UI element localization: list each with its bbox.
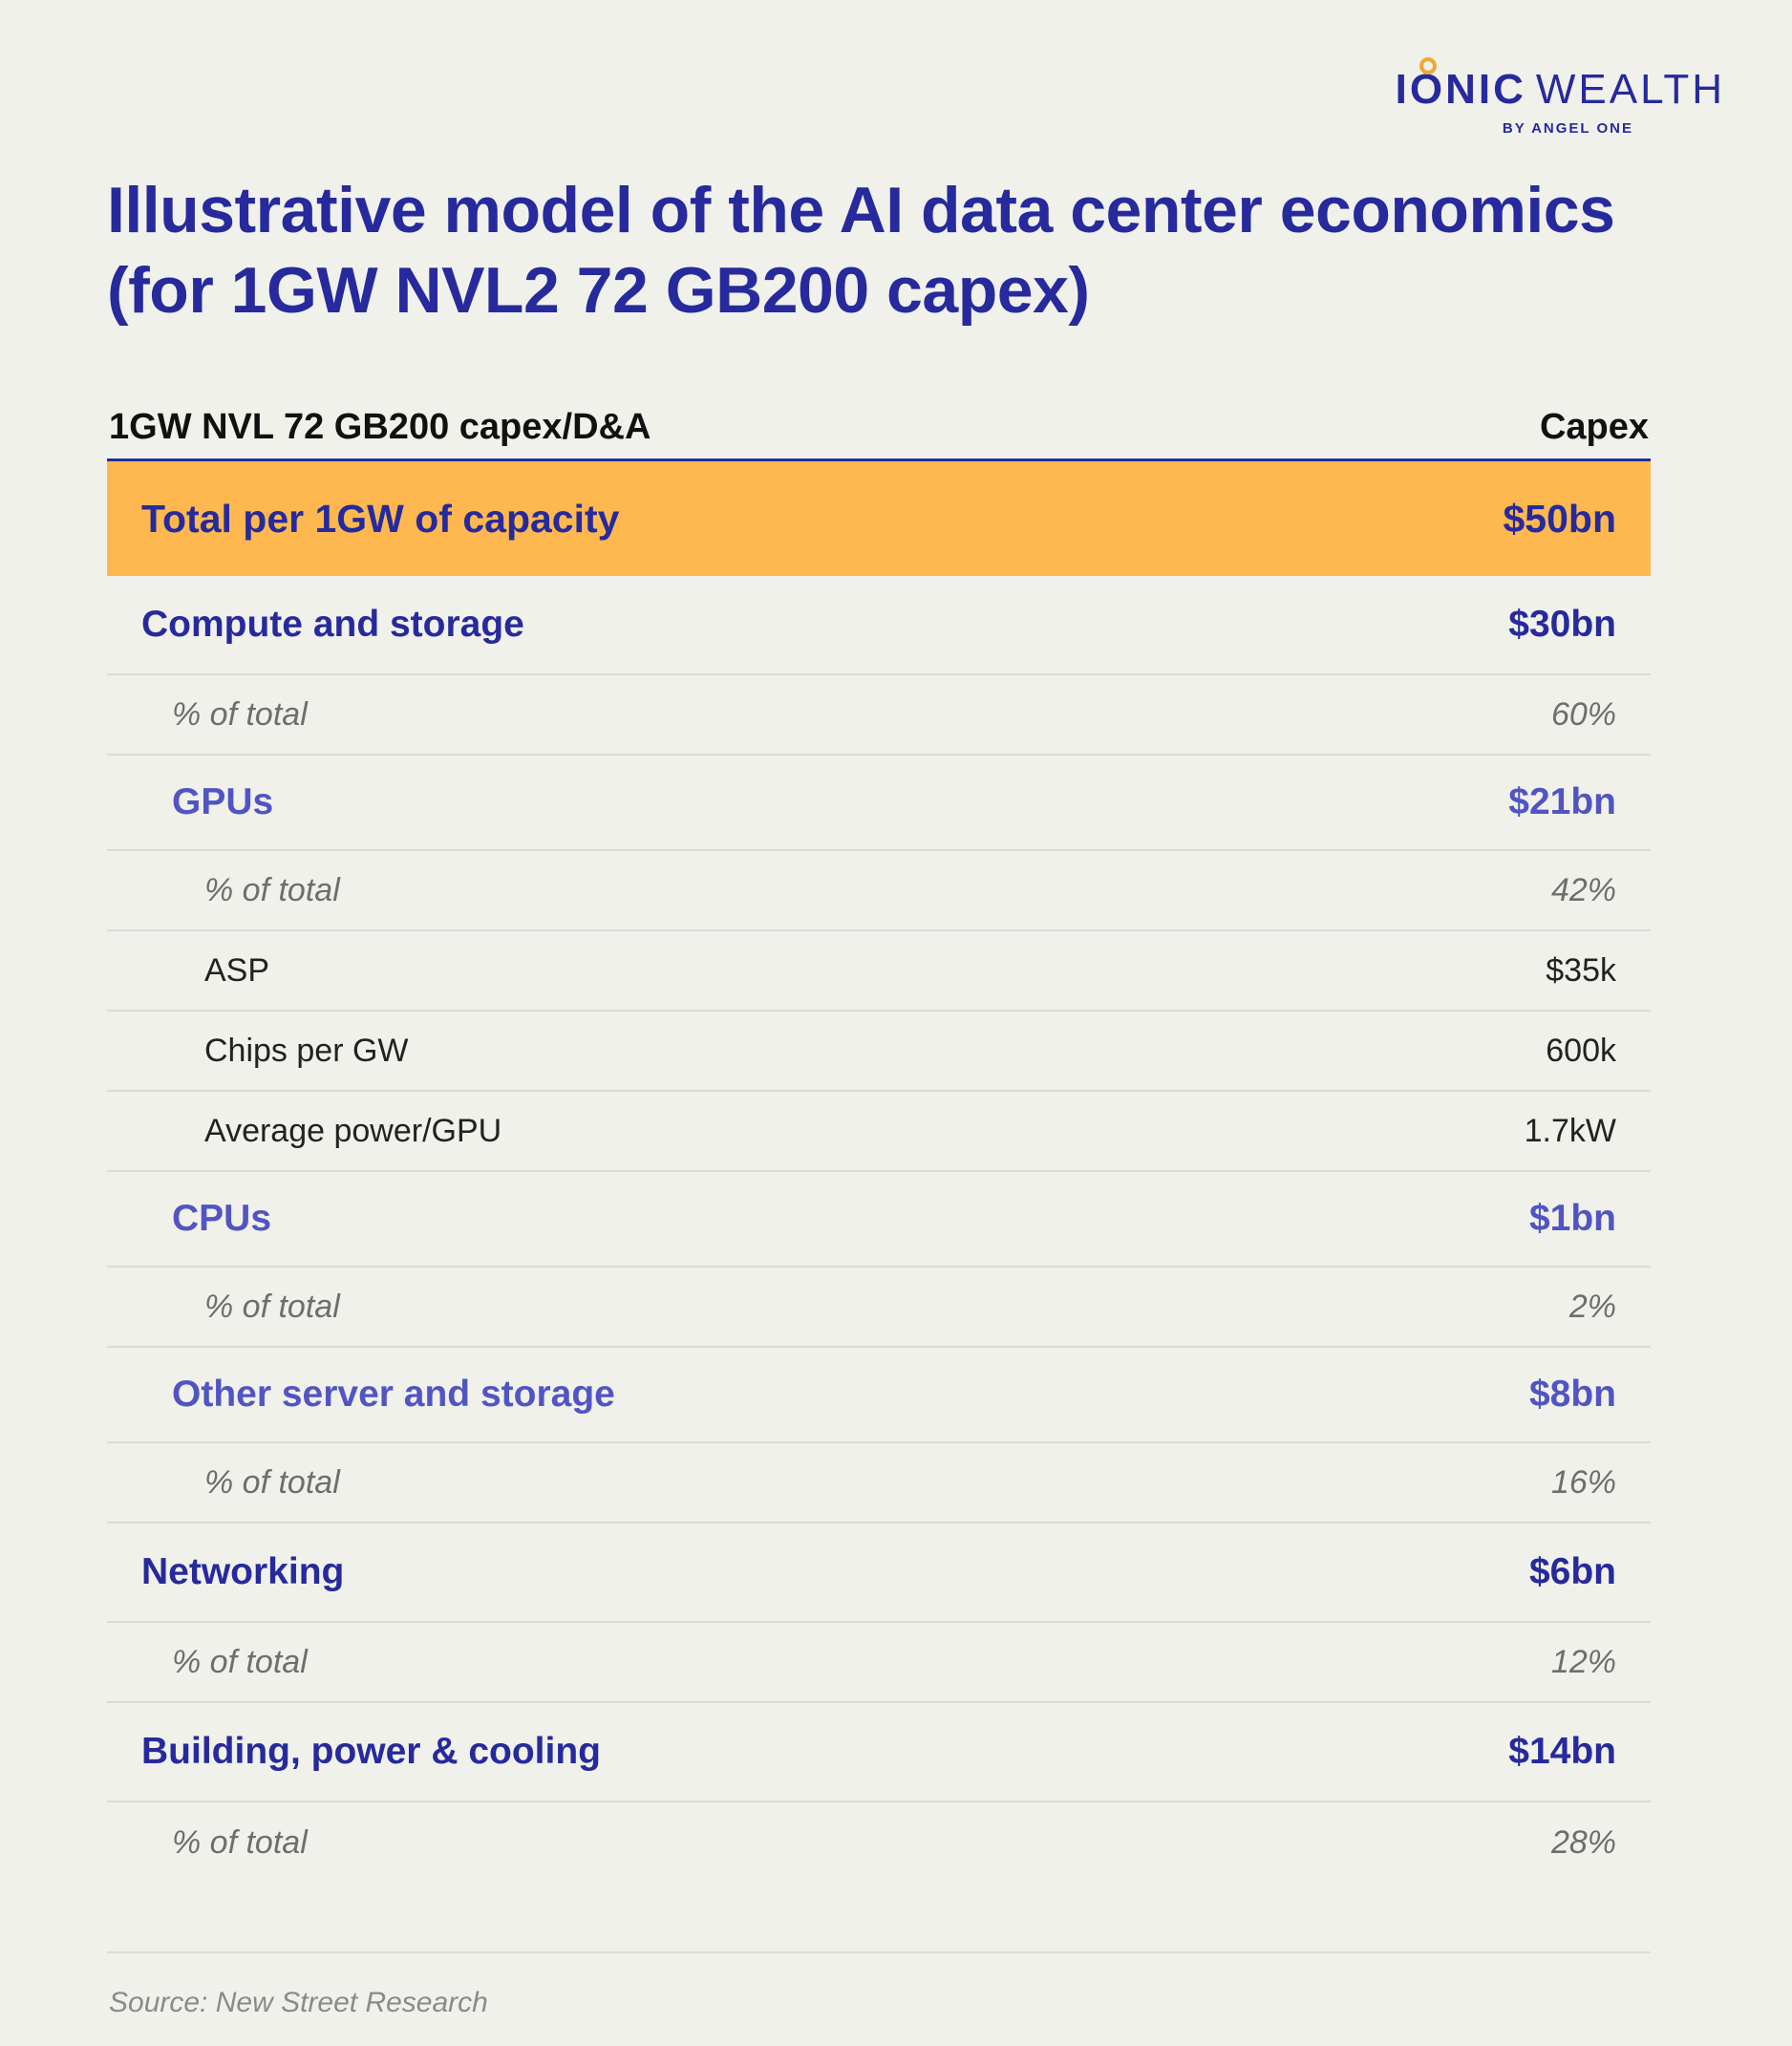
- header-label: 1GW NVL 72 GB200 capex/D&A: [109, 407, 651, 447]
- row-value: $14bn: [1508, 1731, 1616, 1772]
- row-label: Building, power & cooling: [141, 1731, 601, 1772]
- logo-ionic: IO NIC: [1396, 57, 1526, 113]
- brand-logo: IO NIC WEALTH BY ANGEL ONE: [1396, 57, 1725, 137]
- row-value: $35k: [1546, 951, 1616, 989]
- row-value: 16%: [1550, 1463, 1616, 1501]
- row-value: $6bn: [1528, 1551, 1616, 1592]
- row-value: $1bn: [1528, 1198, 1616, 1239]
- table-row: Compute and storage $30bn: [107, 576, 1651, 675]
- table-row: Building, power & cooling $14bn: [107, 1703, 1651, 1802]
- row-label: Total per 1GW of capacity: [141, 496, 620, 541]
- header-value: Capex: [1539, 407, 1649, 447]
- row-value: 12%: [1550, 1643, 1616, 1680]
- row-label: Other server and storage: [172, 1374, 615, 1415]
- footer-divider: [107, 1951, 1651, 1953]
- table-row: Chips per GW 600k: [107, 1012, 1651, 1092]
- row-label: Networking: [141, 1551, 345, 1592]
- row-value: 60%: [1550, 695, 1616, 733]
- table-row: % of total 60%: [107, 675, 1651, 756]
- row-label: CPUs: [172, 1198, 272, 1239]
- table-row: GPUs $21bn: [107, 756, 1651, 851]
- row-label: GPUs: [172, 781, 274, 822]
- row-value: $21bn: [1508, 781, 1616, 822]
- row-value: 600k: [1546, 1032, 1616, 1069]
- table-row: % of total 16%: [107, 1443, 1651, 1524]
- table-row: CPUs $1bn: [107, 1172, 1651, 1268]
- row-label: Compute and storage: [141, 604, 524, 645]
- row-value: $50bn: [1503, 496, 1617, 541]
- row-value: 1.7kW: [1524, 1112, 1616, 1149]
- capex-table: 1GW NVL 72 GB200 capex/D&A Capex Total p…: [107, 396, 1651, 1883]
- logo-wordmark: IO NIC WEALTH: [1396, 57, 1725, 113]
- row-label: % of total: [204, 871, 340, 908]
- table-row: Average power/GPU 1.7kW: [107, 1092, 1651, 1172]
- row-value: $8bn: [1528, 1374, 1616, 1415]
- row-label: Chips per GW: [204, 1032, 409, 1069]
- row-value: 2%: [1568, 1288, 1616, 1325]
- table-row: Networking $6bn: [107, 1524, 1651, 1623]
- row-label: % of total: [204, 1288, 340, 1325]
- table-row: % of total 42%: [107, 851, 1651, 931]
- row-label: % of total: [204, 1463, 340, 1501]
- source-note: Source: New Street Research: [109, 1987, 488, 2018]
- row-value: 28%: [1550, 1823, 1616, 1861]
- logo-subtitle: BY ANGEL ONE: [1502, 120, 1633, 137]
- table-row: ASP $35k: [107, 931, 1651, 1012]
- row-label: % of total: [172, 1823, 308, 1861]
- row-value: $30bn: [1508, 604, 1616, 645]
- row-label: Average power/GPU: [204, 1112, 502, 1149]
- row-label: % of total: [172, 695, 308, 733]
- table-row: Other server and storage $8bn: [107, 1348, 1651, 1443]
- table-row: % of total 12%: [107, 1623, 1651, 1703]
- table-row: % of total 28%: [107, 1802, 1651, 1883]
- table-header: 1GW NVL 72 GB200 capex/D&A Capex: [107, 396, 1651, 461]
- table-body: Total per 1GW of capacity $50bn Compute an…: [107, 461, 1651, 1883]
- row-label: ASP: [204, 951, 270, 989]
- row-value: 42%: [1550, 871, 1616, 908]
- logo-o-ring-icon: O: [1410, 57, 1445, 111]
- logo-wealth: WEALTH: [1535, 66, 1725, 113]
- row-label: % of total: [172, 1643, 308, 1680]
- table-row: Total per 1GW of capacity $50bn: [107, 461, 1651, 576]
- page-title: Illustrative model of the AI data center…: [107, 174, 1615, 327]
- table-row: % of total 2%: [107, 1268, 1651, 1348]
